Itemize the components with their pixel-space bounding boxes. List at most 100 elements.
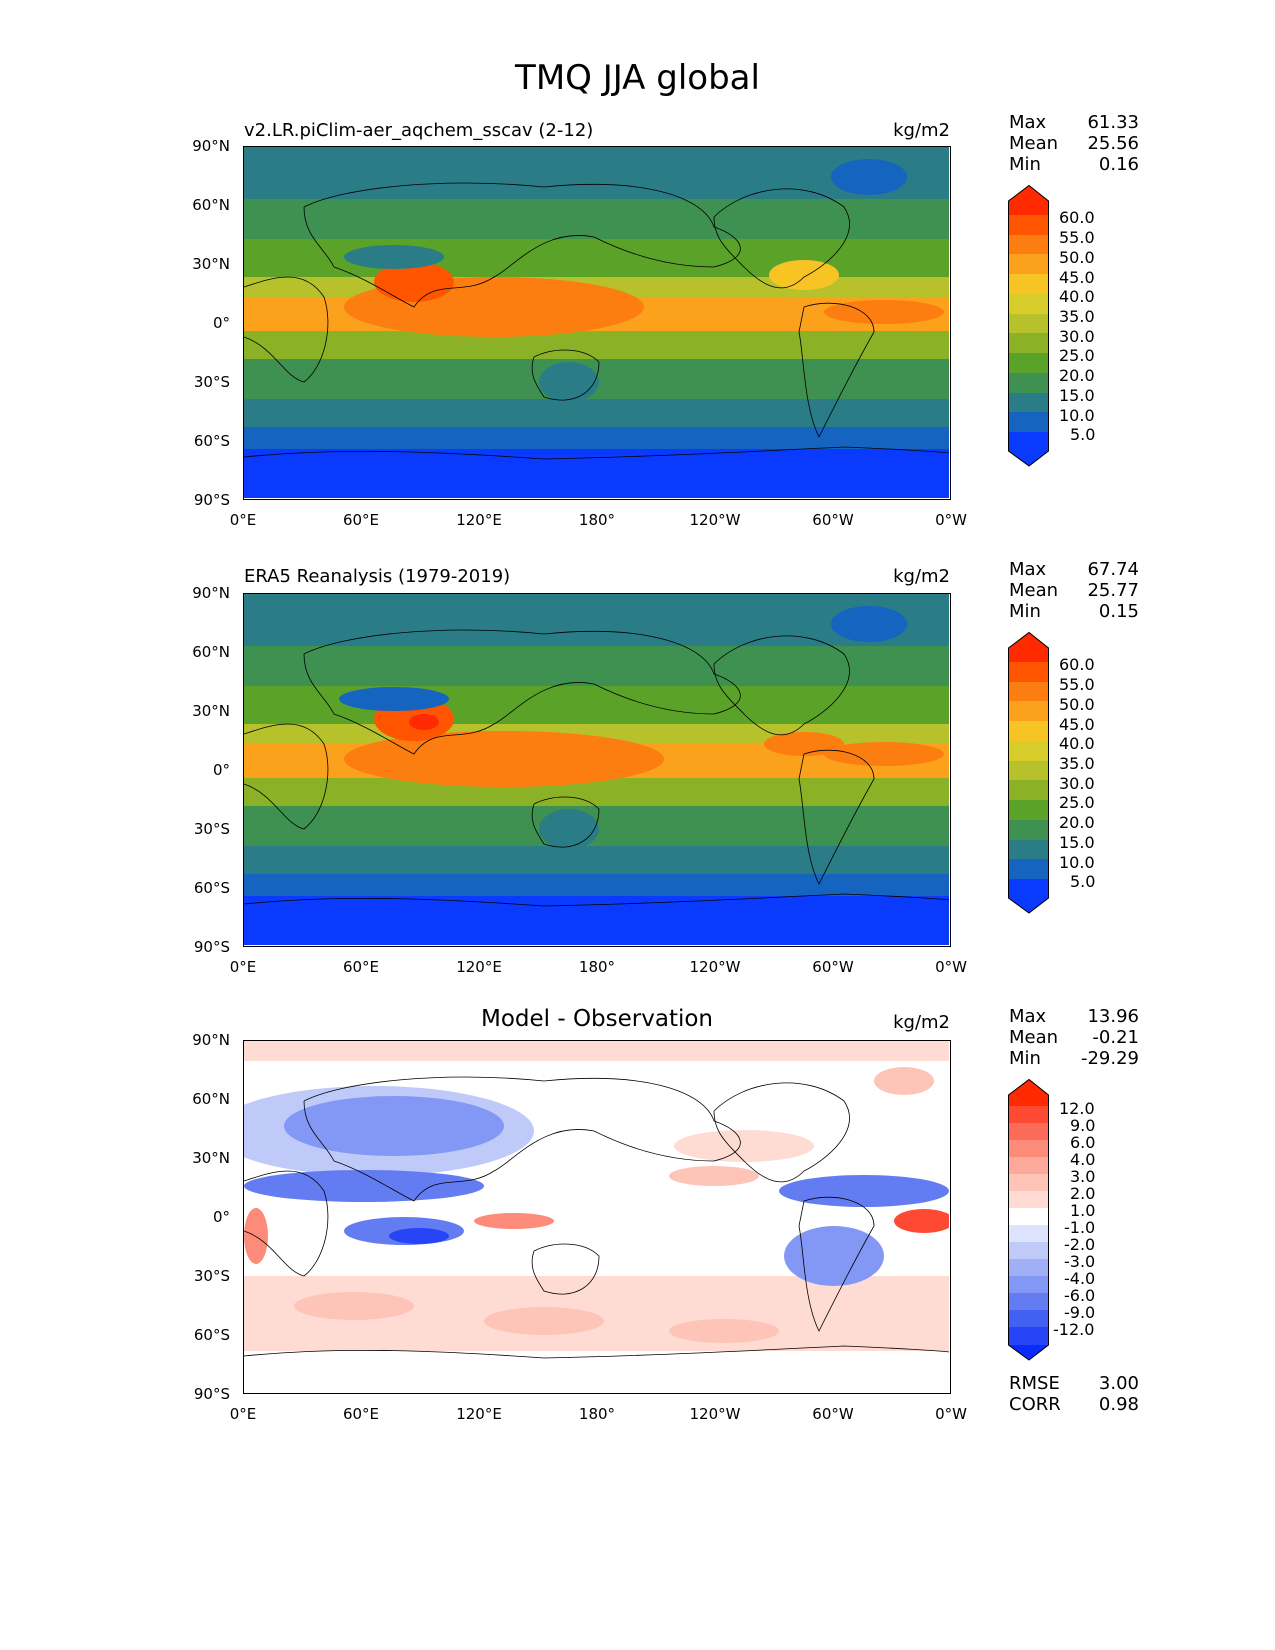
panel-3-cb-label: -3.0	[1064, 1252, 1096, 1271]
panel-1-lon-tick: 60°W	[812, 511, 854, 529]
panel-2-lon-tick: 60°E	[342, 958, 380, 976]
panel-3-cb-label: -4.0	[1064, 1269, 1096, 1288]
panel-2-lat-tick: 90°S	[193, 938, 230, 956]
panel-1-cb-label: 45.0	[1059, 268, 1095, 287]
panel-2-cb-label: 35.0	[1059, 754, 1095, 773]
panel-1-cb-label: 60.0	[1059, 208, 1095, 227]
panel-1-lat-tick: 90°S	[193, 491, 230, 509]
panel-2-cb-label: 15.0	[1059, 833, 1095, 852]
panel-3-lat-tick: 60°S	[193, 1326, 230, 1344]
panel-3-cb-label: 1.0	[1070, 1201, 1096, 1220]
panel-2-cb-label: 50.0	[1059, 695, 1095, 714]
panel-3-lon-tick: 0°E	[229, 1405, 257, 1423]
panel-3-lat-tick: 30°S	[193, 1267, 230, 1285]
panel-1-cb-label: 30.0	[1059, 327, 1095, 346]
panel-3-lon-tick: 120°E	[456, 1405, 502, 1423]
panel-3-lat-tick: 30°N	[192, 1149, 230, 1167]
panel-2-cb-label: 30.0	[1059, 774, 1095, 793]
panel-2-cb-label: 45.0	[1059, 715, 1095, 734]
gulf-moisture	[769, 260, 839, 290]
band-antarctica	[244, 449, 949, 498]
panel-1-cb-label: 20.0	[1059, 366, 1095, 385]
panel-1-lat-tick: 30°S	[193, 373, 230, 391]
panel-3-lat-tick: 90°N	[192, 1031, 230, 1049]
panel-2-colorbar	[1008, 632, 1049, 914]
band-north-mid	[244, 199, 949, 239]
panel-3-rmse: RMSE 3.00	[1009, 1373, 1139, 1394]
panel-1-cb-label: 10.0	[1059, 406, 1095, 425]
band-southern-ocean	[244, 427, 949, 449]
panel-1-cb-label: 35.0	[1059, 307, 1095, 326]
figure-title: TMQ JJA global	[515, 58, 760, 98]
panel-2-lon-tick: 0°W	[935, 958, 967, 976]
panel-3-cb-label: 9.0	[1070, 1116, 1096, 1135]
panel-2-lat-tick: 60°S	[193, 879, 230, 897]
panel-3-stat-max: Max 13.96	[1009, 1006, 1139, 1027]
panel-2-cb-label: 25.0	[1059, 793, 1095, 812]
panel-2-units: kg/m2	[893, 566, 950, 587]
panel-3-lon-tick: 120°W	[689, 1405, 741, 1423]
panel-1-lat-tick: 60°N	[192, 196, 230, 214]
panel-1-lat-tick: 90°N	[192, 137, 230, 155]
panel-2-cb-label: 60.0	[1059, 655, 1095, 674]
panel-3-lon-tick: 180°	[578, 1405, 616, 1423]
panel-2-lat-tick: 60°N	[192, 643, 230, 661]
panel-1-cb-label: 50.0	[1059, 248, 1095, 267]
panel-3-lat-tick: 60°N	[192, 1090, 230, 1108]
panel-3-cb-label: 12.0	[1059, 1099, 1095, 1118]
panel-3-cb-label: 2.0	[1070, 1184, 1096, 1203]
panel-1-colorbar	[1008, 185, 1049, 467]
australia-dry	[539, 362, 599, 402]
panel-2-cb-label: 55.0	[1059, 675, 1095, 694]
panel-3-cb-label: -1.0	[1064, 1218, 1096, 1237]
panel-2-lat-tick: 30°S	[193, 820, 230, 838]
panel-3-cb-label: 6.0	[1070, 1133, 1096, 1152]
panel-2-cb-label: 5.0	[1070, 872, 1096, 891]
panel-3-stat-mean: Mean -0.21	[1009, 1027, 1139, 1048]
panel-1-stat-mean: Mean 25.56	[1009, 133, 1139, 154]
tibet-dry	[344, 245, 444, 269]
panel-1-cb-label: 5.0	[1070, 425, 1096, 444]
monsoon-core	[374, 262, 454, 302]
panel-3-corr: CORR 0.98	[1009, 1394, 1139, 1415]
panel-1-lat-tick: 60°S	[193, 432, 230, 450]
panel-2-lon-tick: 60°W	[812, 958, 854, 976]
panel-2-lon-tick: 0°E	[229, 958, 257, 976]
panel-2-map	[243, 593, 951, 947]
panel-3-units: kg/m2	[893, 1012, 950, 1033]
panel-3-title: Model - Observation	[480, 1006, 714, 1032]
panel-3-cb-label: -9.0	[1064, 1303, 1096, 1322]
panel-3-cb-label: 4.0	[1070, 1150, 1096, 1169]
panel-3-cb-label: -2.0	[1064, 1235, 1096, 1254]
panel-1-cb-label: 55.0	[1059, 228, 1095, 247]
band-south-mid	[244, 399, 949, 427]
panel-2-cb-label: 40.0	[1059, 734, 1095, 753]
panel-3-cb-label: -6.0	[1064, 1286, 1096, 1305]
panel-3-lat-tick: 90°S	[193, 1385, 230, 1403]
panel-3-cb-label: -12.0	[1053, 1320, 1095, 1339]
panel-2-lat-tick: 30°N	[192, 702, 230, 720]
panel-1-lat-tick: 30°N	[192, 255, 230, 273]
atlantic-itcz	[824, 300, 944, 324]
panel-2-stat-mean: Mean 25.77	[1009, 580, 1139, 601]
panel-1-lon-tick: 120°E	[456, 511, 502, 529]
panel-3-lon-tick: 0°W	[935, 1405, 967, 1423]
panel-1-cb-label: 15.0	[1059, 386, 1095, 405]
panel-1-title: v2.LR.piClim-aer_aqchem_sscav (2-12)	[244, 120, 594, 141]
panel-2-cb-label: 10.0	[1059, 853, 1095, 872]
panel-3-lon-tick: 60°W	[812, 1405, 854, 1423]
panel-3-lon-tick: 60°E	[342, 1405, 380, 1423]
panel-3-map	[243, 1040, 951, 1394]
panel-1-lon-tick: 180°	[578, 511, 616, 529]
panel-1-cb-label: 40.0	[1059, 287, 1095, 306]
panel-1-lon-tick: 0°W	[935, 511, 967, 529]
panel-2-cb-label: 20.0	[1059, 813, 1095, 832]
panel-3-cb-label: 3.0	[1070, 1167, 1096, 1186]
panel-2-title: ERA5 Reanalysis (1979-2019)	[244, 566, 511, 587]
panel-2-lon-tick: 120°W	[689, 958, 741, 976]
panel-2-stat-min: Min 0.15	[1009, 601, 1139, 622]
panel-2-stat-max: Max 67.74	[1009, 559, 1139, 580]
panel-3-stat-min: Min -29.29	[1009, 1048, 1139, 1069]
panel-2-lat-tick: 90°N	[192, 584, 230, 602]
panel-2-lon-tick: 180°	[578, 958, 616, 976]
